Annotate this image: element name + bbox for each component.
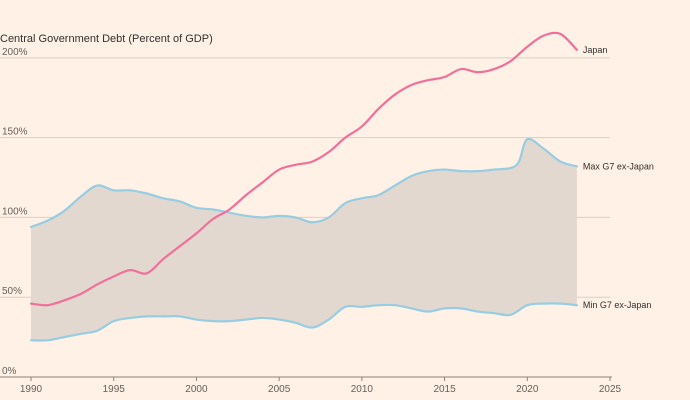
y-tick-label: 100% [2, 206, 28, 217]
min-g7-line [29, 302, 579, 342]
x-tick-label: 2025 [599, 384, 622, 395]
x-tick-label: 2000 [185, 384, 208, 395]
y-tick-label: 50% [2, 286, 22, 297]
band-layer [31, 138, 577, 341]
y-tick-label: 150% [2, 127, 28, 138]
y-tick-label: 200% [2, 47, 28, 58]
min-g7-label: Min G7 ex-Japan [583, 300, 652, 310]
chart-title: Central Government Debt (Percent of GDP) [0, 33, 213, 45]
japan-label: Japan [583, 45, 608, 55]
x-tick-label: 1995 [103, 384, 126, 395]
x-tick-label: 2010 [351, 384, 374, 395]
max-g7-label: Max G7 ex-Japan [583, 161, 654, 171]
x-tick-label: 2005 [268, 384, 291, 395]
x-tick-label: 2020 [516, 384, 539, 395]
x-tick-label: 2015 [433, 384, 456, 395]
g7-range-band [31, 138, 577, 341]
lines-layer [29, 31, 579, 342]
series-labels: Japan Max G7 ex-Japan Min G7 ex-Japan [583, 45, 654, 310]
y-tick-label: 0% [2, 366, 17, 377]
x-tick-label: 1990 [20, 384, 43, 395]
axis-layer: 0% 50% 100% 150% 200% 1990 1995 2000 2005 2010 201… [0, 47, 622, 395]
max-g7-line [29, 137, 579, 229]
japan-line [29, 31, 579, 307]
